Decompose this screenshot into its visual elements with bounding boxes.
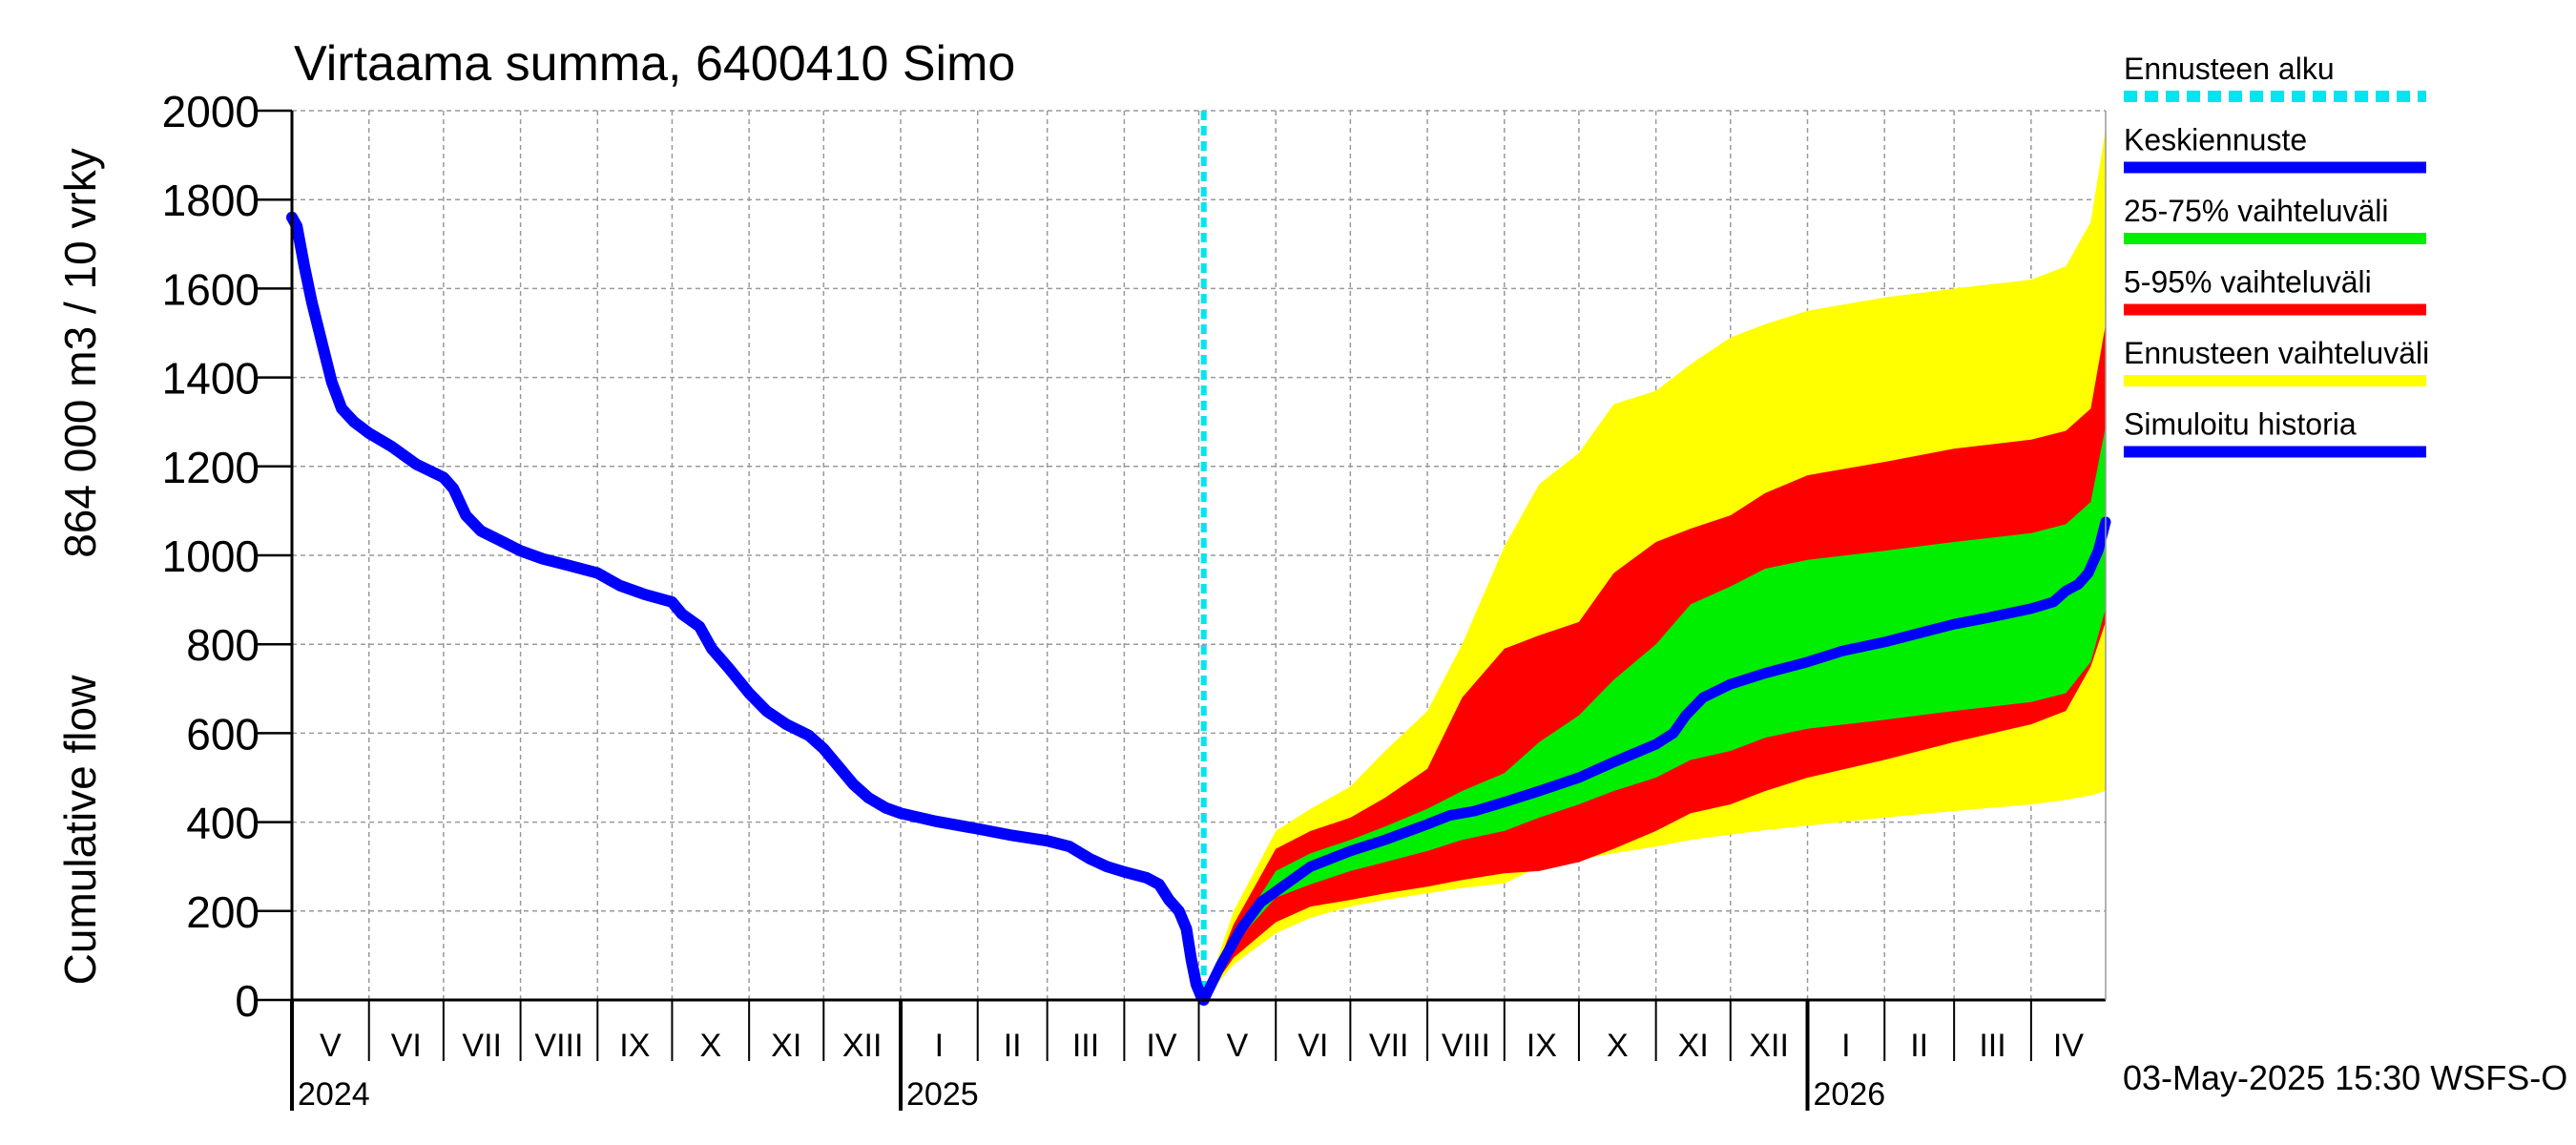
simulated-history-line <box>286 211 1210 1006</box>
year-label: 2024 <box>298 1076 370 1113</box>
month-label: IX <box>1527 1028 1557 1064</box>
year-label: 2026 <box>1814 1076 1886 1113</box>
legend: Ennusteen alku Keskiennuste 25-75% vaihtel… <box>2124 52 2429 458</box>
month-label: III <box>1072 1028 1099 1064</box>
month-label: XI <box>771 1028 801 1064</box>
legend-25-75-range-label: 25-75% vaihteluväli <box>2124 194 2389 228</box>
legend-simulated-history-label: Simuloitu historia <box>2124 407 2357 442</box>
y-axis-label-line-1: Cumulative flow <box>55 675 105 985</box>
month-label: VIII <box>1442 1028 1490 1064</box>
y-tick-label: 200 <box>186 887 260 937</box>
month-label: XI <box>1678 1028 1709 1064</box>
y-tick-label: 1800 <box>162 176 260 225</box>
month-label: XII <box>1749 1028 1789 1064</box>
y-tick-label: 1000 <box>162 531 260 581</box>
legend-forecast-start-label: Ennusteen alku <box>2124 52 2335 86</box>
month-label: X <box>699 1028 721 1064</box>
legend-forecast-range-label: Ennusteen vaihteluväli <box>2124 336 2429 370</box>
month-label: I <box>935 1028 944 1064</box>
y-axis-label-line-2: 864 000 m3 / 10 vrky <box>55 148 105 558</box>
month-label: VI <box>391 1028 422 1064</box>
forecast-bands <box>1203 128 2106 1001</box>
month-label: VII <box>462 1028 502 1064</box>
year-label: 2025 <box>906 1076 979 1113</box>
y-tick-label: 2000 <box>162 87 260 136</box>
series-lines <box>286 111 2111 1006</box>
y-tick-label: 1600 <box>162 264 260 314</box>
month-label: V <box>320 1028 342 1064</box>
month-label: IV <box>2053 1028 2084 1064</box>
footer-timestamp: 03-May-2025 15:30 WSFS-O <box>2123 1058 2567 1097</box>
chart-title: Virtaama summa, 6400410 Simo <box>294 36 1015 92</box>
month-label: I <box>1841 1028 1850 1064</box>
month-label: V <box>1227 1028 1249 1064</box>
month-label: X <box>1607 1028 1629 1064</box>
y-tick-label: 600 <box>186 709 260 759</box>
legend-median-forecast-label: Keskiennuste <box>2124 123 2307 157</box>
y-tick-label: 800 <box>186 620 260 670</box>
legend-5-95-range-label: 5-95% vaihteluväli <box>2124 265 2372 300</box>
median-forecast-line <box>1198 516 2111 1006</box>
band-25-75 <box>1203 426 2106 1000</box>
month-label: VI <box>1298 1028 1328 1064</box>
month-label: IX <box>619 1028 650 1064</box>
y-tick-label: 400 <box>186 799 260 848</box>
y-tick-label: 0 <box>235 976 260 1026</box>
month-label: II <box>1910 1028 1928 1064</box>
month-label: VII <box>1369 1028 1409 1064</box>
month-label: VIII <box>534 1028 583 1064</box>
month-label: XII <box>842 1028 883 1064</box>
y-axis-label: Cumulative flow 864 000 m3 / 10 vrky <box>55 148 105 985</box>
month-label: III <box>1979 1028 2005 1064</box>
month-label: II <box>1004 1028 1022 1064</box>
month-label: IV <box>1146 1028 1176 1064</box>
y-tick-label: 1400 <box>162 354 260 404</box>
y-tick-label: 1200 <box>162 443 260 492</box>
